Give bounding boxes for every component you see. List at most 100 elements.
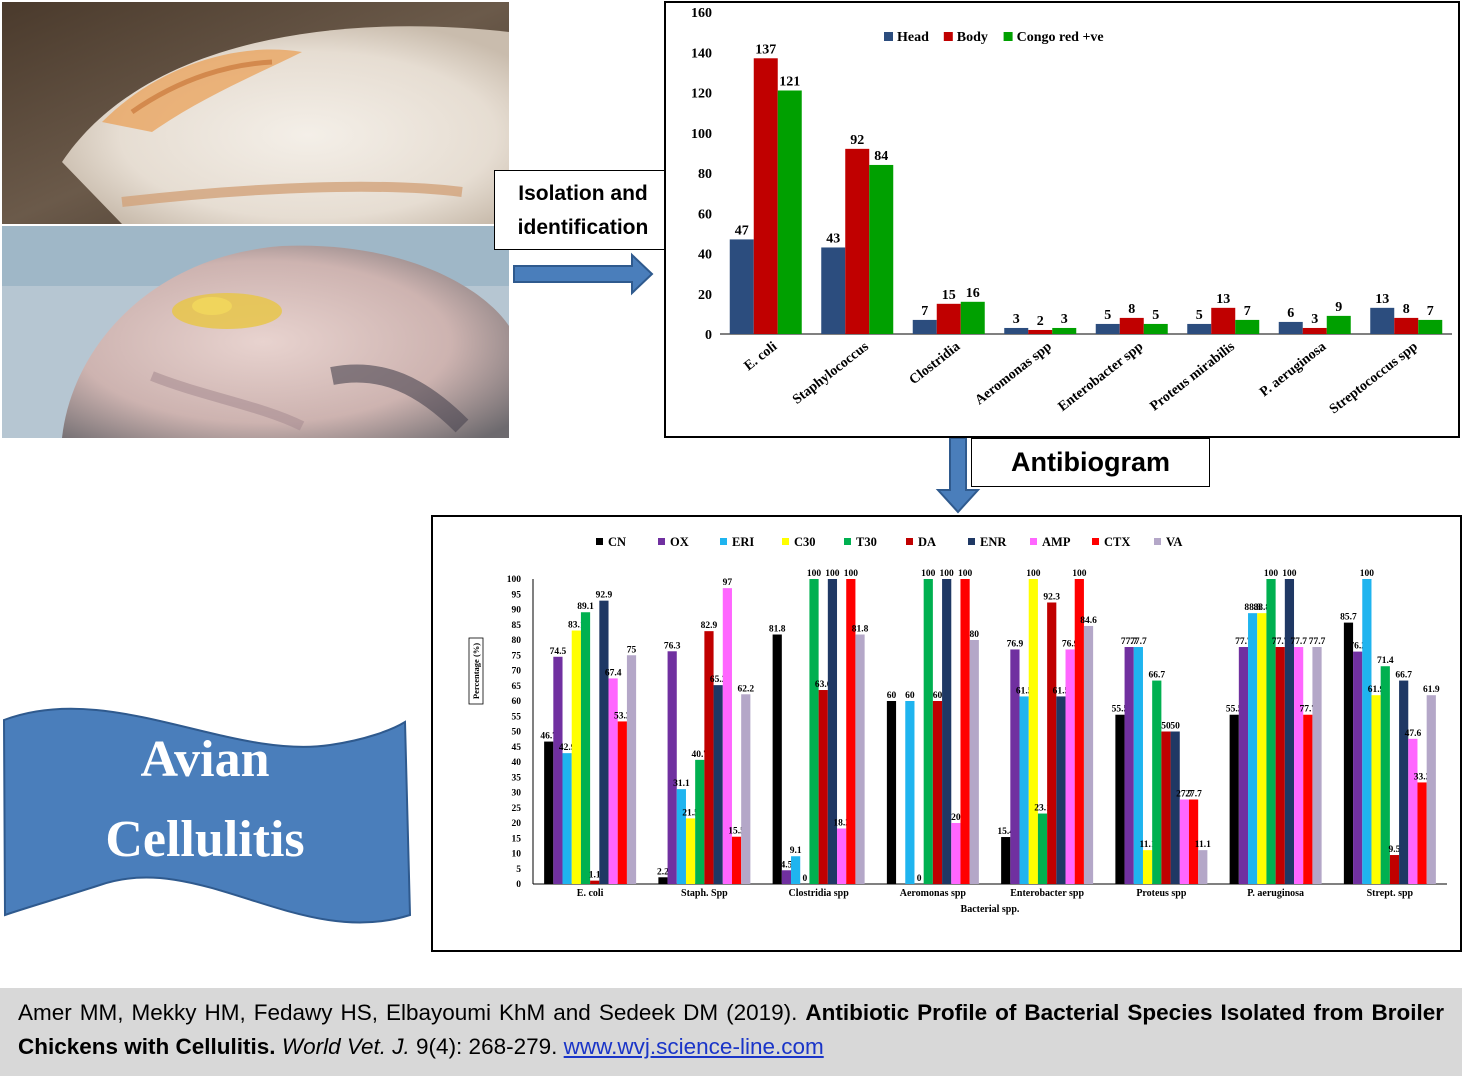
bar-value-label: 27.7 xyxy=(1176,790,1193,800)
bar xyxy=(1278,321,1303,334)
bar-value-label: 2 xyxy=(1037,314,1044,329)
y-tick-label: 85 xyxy=(512,621,522,631)
bar-value-label: 9.5 xyxy=(1389,845,1401,855)
bar-value-label: 18.2 xyxy=(833,818,850,828)
bar xyxy=(1248,613,1258,884)
bar xyxy=(845,148,870,334)
bar xyxy=(731,836,742,884)
bar-value-label: 31.1 xyxy=(673,779,690,789)
bar-value-label: 11.1 xyxy=(1140,840,1156,850)
bar-value-label: 43 xyxy=(826,231,840,246)
citation-bar: Amer MM, Mekky HM, Fedawy HS, Elbayoumi … xyxy=(0,988,1462,1076)
bar xyxy=(1380,666,1390,884)
x-category-label: P. aeruginosa xyxy=(1247,888,1304,899)
bar-value-label: 100 xyxy=(1360,569,1375,579)
bar xyxy=(599,600,609,884)
bar-value-label: 88.8 xyxy=(1244,603,1261,613)
cellulitis-lesion-photo xyxy=(2,226,509,438)
bar-value-label: 2.2 xyxy=(657,867,669,877)
bar-value-label: 47.6 xyxy=(1405,729,1422,739)
bar-value-label: 5 xyxy=(1104,308,1111,323)
x-category-label: E. coli xyxy=(577,888,604,899)
bar xyxy=(608,678,618,884)
bar xyxy=(923,579,933,884)
bar-value-label: 82.9 xyxy=(701,621,718,631)
bar xyxy=(1326,315,1351,334)
bar-value-label: 61.9 xyxy=(1368,685,1385,695)
x-category-label: Enterobacter spp xyxy=(1010,888,1084,899)
bar xyxy=(772,634,782,884)
bar xyxy=(1266,579,1276,884)
bar-value-label: 100 xyxy=(1282,569,1297,579)
bar-value-label: 100 xyxy=(825,569,840,579)
bar xyxy=(969,640,979,884)
citation-volume: 9(4): 268-279. xyxy=(416,1034,558,1059)
bar xyxy=(1235,319,1260,334)
bar-value-label: 4.5 xyxy=(780,860,792,870)
bar-value-label: 60 xyxy=(905,691,915,701)
bar-value-label: 42.9 xyxy=(559,743,576,753)
y-tick-label: 10 xyxy=(512,850,522,860)
bar-value-label: 8 xyxy=(1128,302,1135,317)
bar-value-label: 77.7 xyxy=(1235,637,1252,647)
bar-value-label: 77.7 xyxy=(1130,637,1147,647)
chicken-leg-photo xyxy=(2,2,509,224)
bar xyxy=(713,685,723,884)
bar-value-label: 60 xyxy=(887,691,897,701)
y-tick-label: 70 xyxy=(512,667,522,677)
bar xyxy=(1399,680,1409,884)
bar xyxy=(818,690,828,884)
x-category-label: Staph. Spp xyxy=(681,888,728,899)
bar-value-label: 55.5 xyxy=(1112,705,1129,715)
citation-link[interactable]: www.wvj.science-line.com xyxy=(563,1034,824,1059)
bar-value-label: 137 xyxy=(755,42,776,57)
bar-value-label: 71.4 xyxy=(1377,656,1394,666)
bar-value-label: 77.7 xyxy=(1309,637,1326,647)
legend-swatch xyxy=(968,538,975,545)
bar xyxy=(676,789,686,884)
bar-value-label: 9 xyxy=(1335,300,1342,315)
bar-value-label: 50 xyxy=(1170,722,1180,732)
y-tick-label: 65 xyxy=(512,682,522,692)
bar xyxy=(809,579,819,884)
bar-value-label: 55.5 xyxy=(1226,705,1243,715)
bar xyxy=(951,823,961,884)
x-category-label: Proteus spp xyxy=(1136,888,1187,899)
bar xyxy=(936,303,961,334)
legend-label: Congo red +ve xyxy=(1017,30,1104,45)
legend-label: Body xyxy=(957,30,988,45)
legend-label: T30 xyxy=(856,535,877,549)
bar xyxy=(1170,731,1180,884)
legend-swatch xyxy=(1030,538,1037,545)
bar-value-label: 7 xyxy=(921,304,928,319)
y-tick-label: 0 xyxy=(516,880,521,890)
legend-label: AMP xyxy=(1042,535,1071,549)
bar xyxy=(1001,837,1011,884)
bar-value-label: 77.7 xyxy=(1272,637,1289,647)
bar xyxy=(942,579,952,884)
bar-value-label: 3 xyxy=(1061,312,1068,327)
bar-value-label: 60 xyxy=(933,691,943,701)
legend-label: VA xyxy=(1166,535,1182,549)
y-tick-label: 75 xyxy=(512,651,522,661)
y-tick-label: 40 xyxy=(698,248,712,263)
bar-value-label: 63.6 xyxy=(815,680,832,690)
bar-value-label: 88.8 xyxy=(1254,603,1271,613)
bar-value-label: 61.9 xyxy=(1423,685,1440,695)
bar xyxy=(729,239,754,334)
bar-value-label: 77.7 xyxy=(1121,637,1138,647)
bar xyxy=(617,721,627,884)
bar xyxy=(1257,613,1267,884)
bar xyxy=(1426,695,1436,884)
legend-label: C30 xyxy=(794,535,816,549)
bar xyxy=(1362,579,1372,884)
citation-title: Antibiotic Profile of Bacterial Species … xyxy=(18,1000,1444,1059)
bar xyxy=(1119,317,1144,334)
bar xyxy=(827,579,838,884)
bar xyxy=(1028,579,1038,884)
bar-value-label: 67.4 xyxy=(605,668,622,678)
bar xyxy=(781,870,792,884)
bar-value-label: 84 xyxy=(874,149,888,164)
bar xyxy=(1294,647,1304,884)
